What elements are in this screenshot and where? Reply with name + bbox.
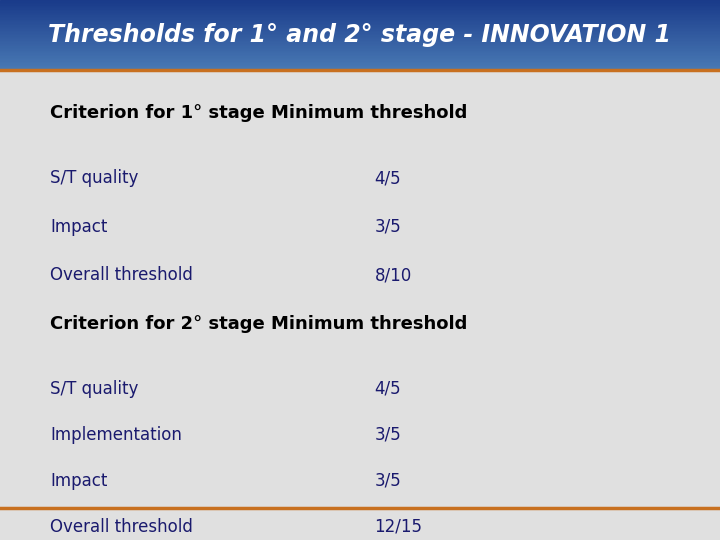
- Bar: [0, 62, 720, 63]
- Bar: [0, 44, 720, 45]
- Bar: [0, 7, 720, 9]
- Bar: [0, 3, 720, 4]
- Bar: [0, 21, 720, 23]
- Text: 3/5: 3/5: [374, 426, 401, 444]
- Bar: [0, 60, 720, 62]
- Text: Thresholds for 1° and 2° stage - INNOVATION 1: Thresholds for 1° and 2° stage - INNOVAT…: [48, 23, 672, 47]
- Bar: [0, 14, 720, 16]
- Bar: [0, 51, 720, 52]
- Bar: [0, 31, 720, 32]
- Bar: [0, 9, 720, 10]
- Bar: [0, 19, 720, 21]
- Bar: [0, 30, 720, 31]
- Bar: [0, 52, 720, 53]
- Bar: [0, 26, 720, 28]
- Text: Impact: Impact: [50, 471, 108, 490]
- Bar: [0, 0, 720, 2]
- Bar: [0, 39, 720, 40]
- Bar: [0, 12, 720, 14]
- Text: Criterion for 2° stage Minimum threshold: Criterion for 2° stage Minimum threshold: [50, 315, 468, 333]
- Bar: [0, 35, 720, 37]
- Bar: [0, 56, 720, 58]
- Bar: [0, 42, 720, 44]
- Bar: [0, 16, 720, 17]
- Bar: [0, 69, 720, 70]
- Text: 4/5: 4/5: [374, 380, 401, 398]
- Bar: [0, 17, 720, 18]
- Text: 8/10: 8/10: [374, 266, 412, 285]
- Bar: [0, 4, 720, 5]
- Bar: [0, 10, 720, 11]
- Text: Overall threshold: Overall threshold: [50, 517, 193, 536]
- Text: Criterion for 1° stage Minimum threshold: Criterion for 1° stage Minimum threshold: [50, 104, 468, 123]
- Bar: [0, 59, 720, 60]
- Bar: [0, 63, 720, 65]
- Bar: [0, 58, 720, 59]
- Text: 3/5: 3/5: [374, 471, 401, 490]
- Bar: [0, 5, 720, 7]
- Bar: [0, 32, 720, 33]
- Text: 3/5: 3/5: [374, 218, 401, 236]
- Bar: [0, 66, 720, 68]
- Bar: [0, 25, 720, 26]
- Bar: [0, 2, 720, 3]
- Bar: [0, 23, 720, 24]
- Text: S/T quality: S/T quality: [50, 380, 139, 398]
- Text: 4/5: 4/5: [374, 169, 401, 187]
- Bar: [0, 33, 720, 35]
- Bar: [0, 48, 720, 49]
- Bar: [0, 38, 720, 39]
- Bar: [0, 49, 720, 51]
- Bar: [0, 18, 720, 19]
- Text: Implementation: Implementation: [50, 426, 182, 444]
- Bar: [0, 68, 720, 69]
- Text: Impact: Impact: [50, 218, 108, 236]
- Text: Overall threshold: Overall threshold: [50, 266, 193, 285]
- Bar: [0, 11, 720, 12]
- Text: 12/15: 12/15: [374, 517, 423, 536]
- Bar: [0, 46, 720, 48]
- Bar: [0, 45, 720, 46]
- Bar: [0, 28, 720, 30]
- Text: S/T quality: S/T quality: [50, 169, 139, 187]
- Bar: [0, 55, 720, 56]
- Bar: [0, 24, 720, 25]
- Bar: [0, 37, 720, 38]
- Bar: [0, 53, 720, 55]
- Bar: [0, 65, 720, 66]
- Bar: [0, 40, 720, 42]
